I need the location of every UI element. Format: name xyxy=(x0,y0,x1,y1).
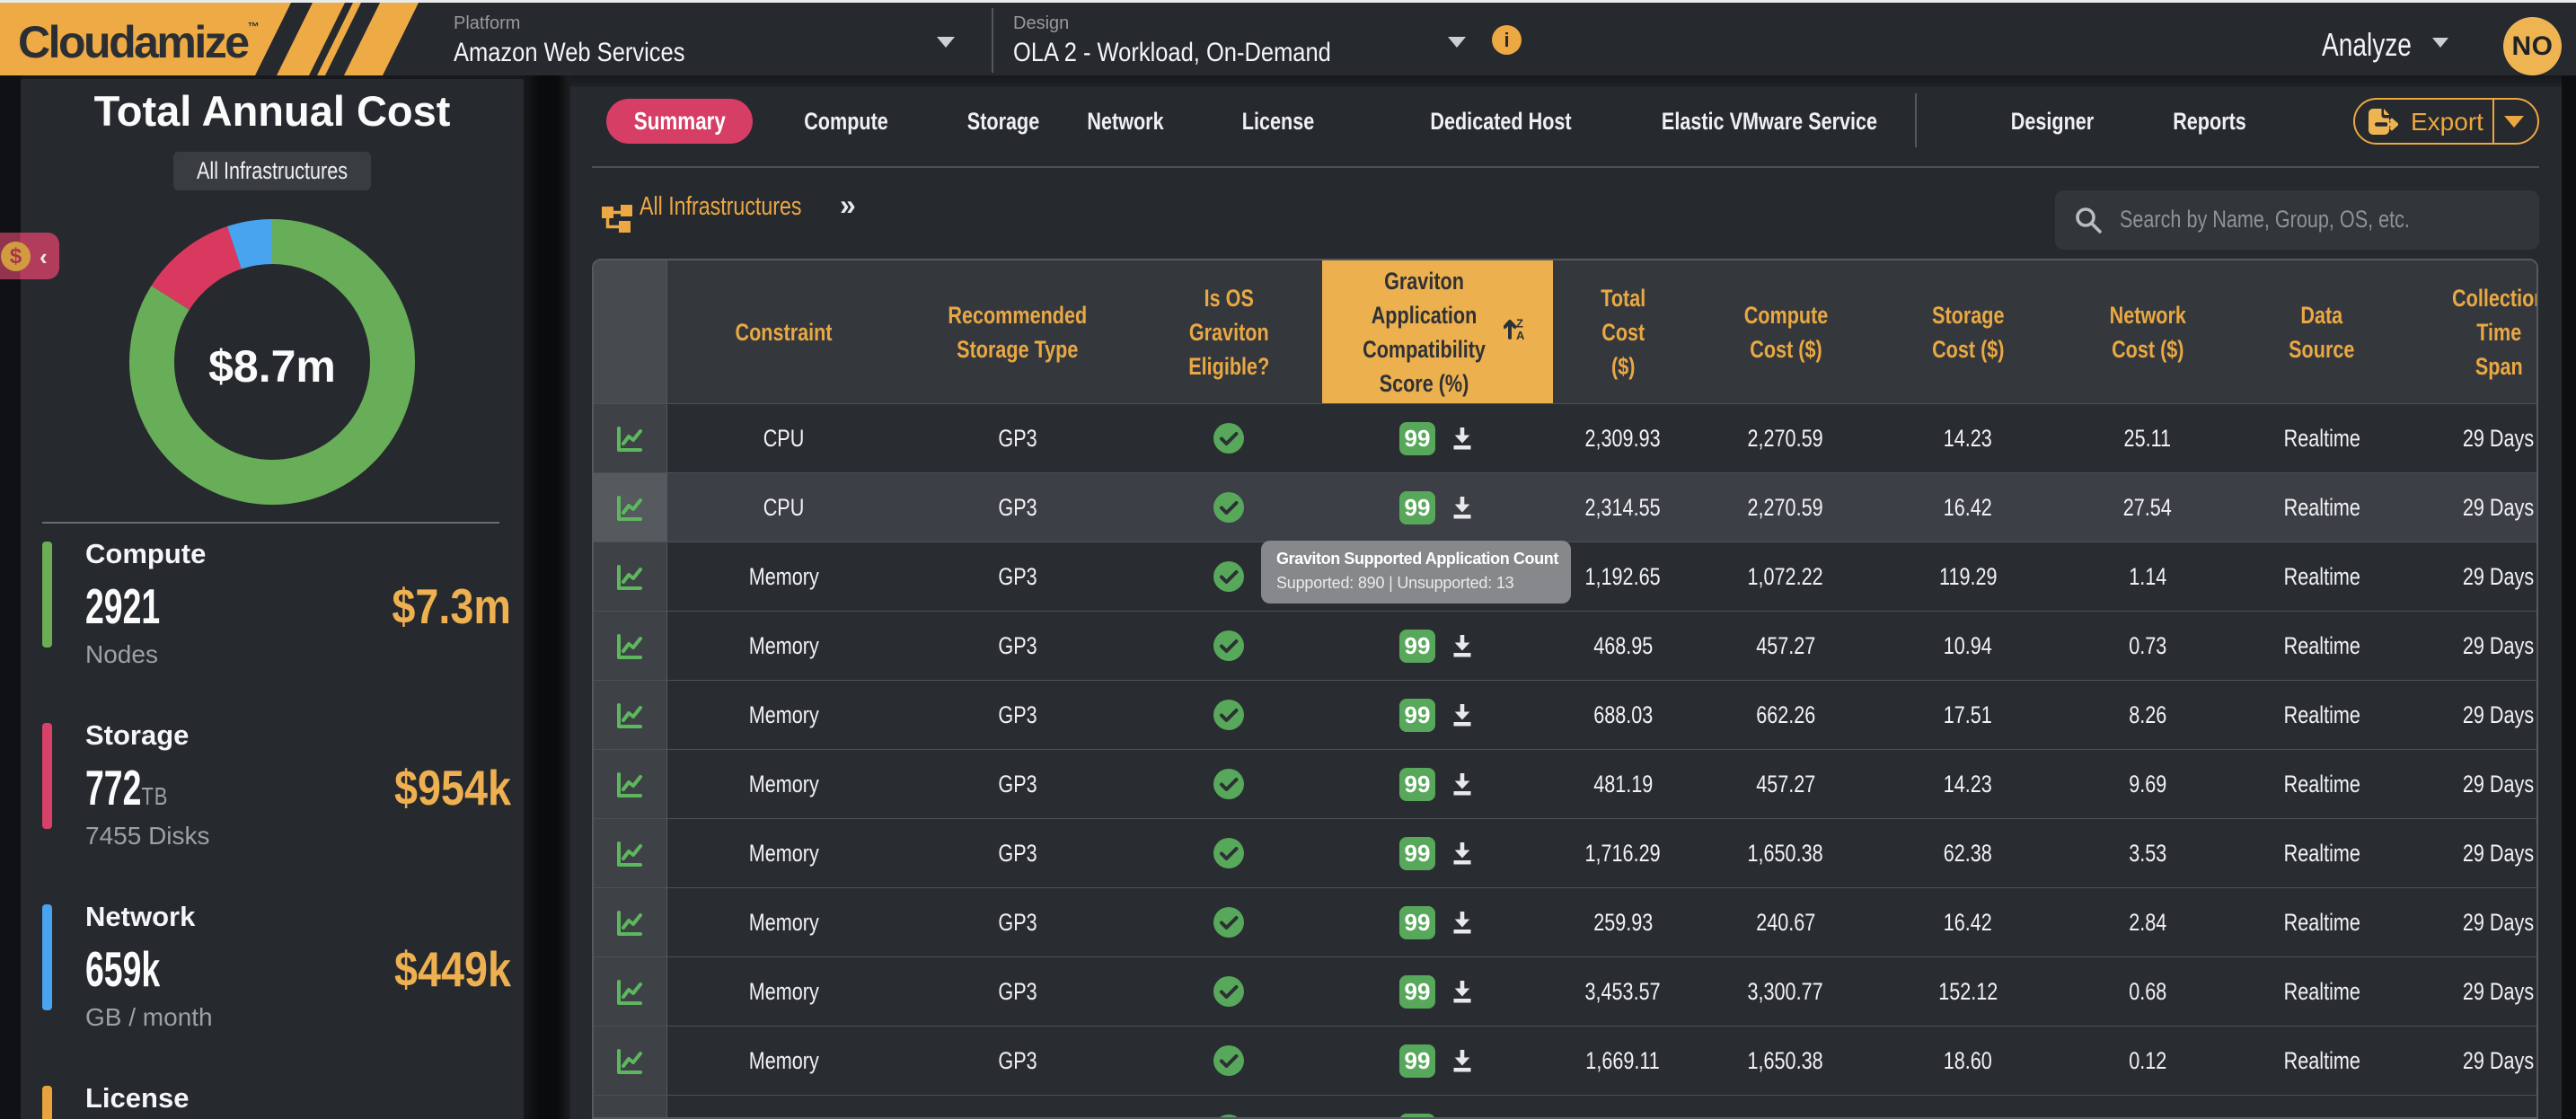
svg-text:Z: Z xyxy=(1516,317,1523,330)
svg-text:A: A xyxy=(1516,329,1525,340)
